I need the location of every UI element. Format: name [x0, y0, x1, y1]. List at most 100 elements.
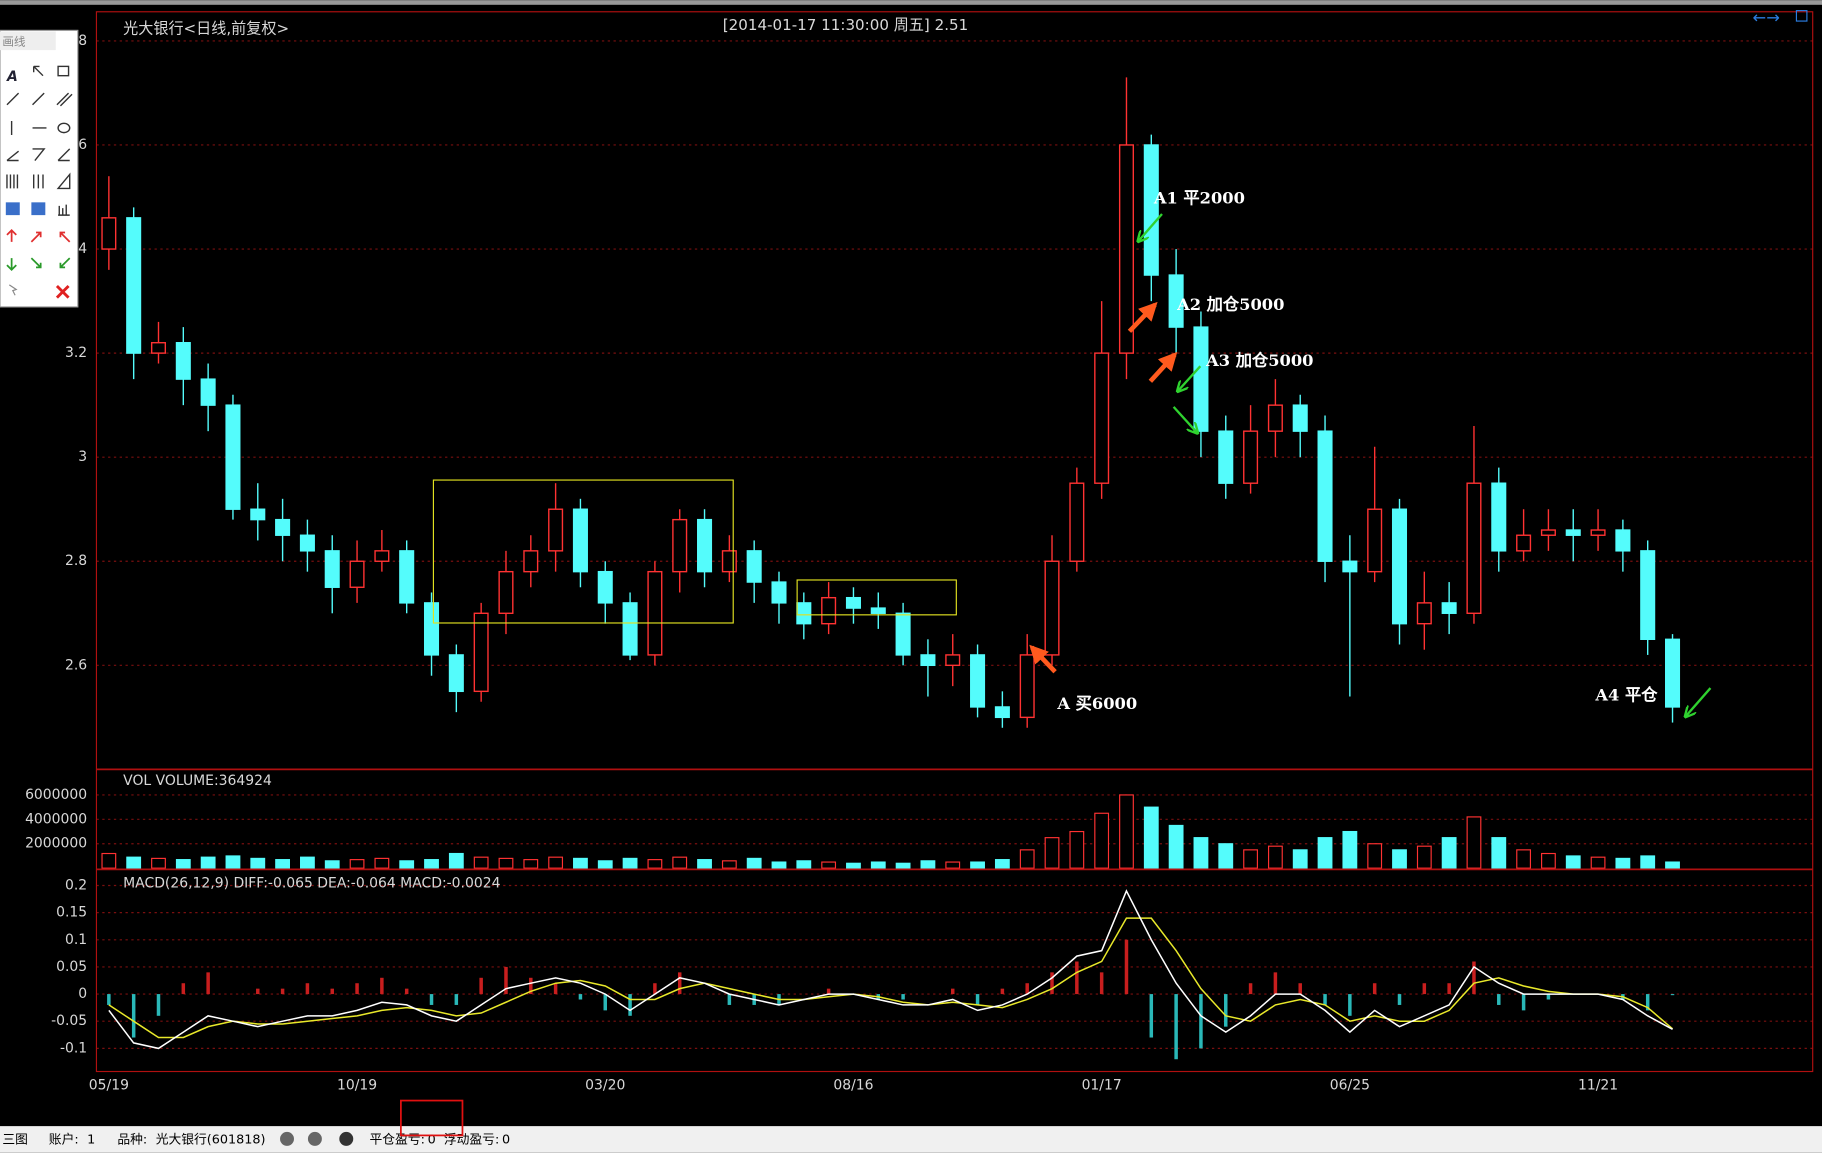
highlight-box — [432, 479, 734, 624]
plot-area: 2.62.833.23.43.63.805/1910/1903/2008/160… — [25, 33, 1813, 1093]
status-text: 账户: — [49, 1132, 79, 1148]
y-tick-label: 2.6 — [65, 657, 87, 673]
toolbar-title: 画线 — [2, 34, 26, 48]
y-tick-label: 3 — [78, 449, 87, 465]
candle-body — [647, 570, 663, 656]
tool-down-arrows[interactable] — [6, 257, 71, 271]
nav-icon[interactable]: ←→ — [1753, 8, 1780, 27]
macd-bar — [404, 988, 409, 995]
x-tick-label: 11/21 — [1578, 1077, 1618, 1093]
y-tick-label: 4000000 — [25, 811, 87, 827]
macd-bar — [1298, 983, 1302, 995]
tool-up-arrows[interactable] — [6, 228, 71, 243]
candle-body — [448, 654, 464, 693]
volume-bar — [1516, 849, 1532, 869]
exit-arrows — [1139, 213, 1712, 716]
annotation: A 买6000 — [1056, 694, 1137, 713]
volume-bar — [1665, 861, 1680, 869]
macd-bar — [1025, 983, 1029, 995]
zoom-in[interactable] — [307, 1131, 322, 1146]
candle-body — [1193, 326, 1209, 432]
macd-bar — [1521, 994, 1526, 1011]
macd-bar — [1323, 994, 1327, 1005]
dea-line — [108, 917, 1674, 1039]
tool-pointer[interactable] — [33, 65, 44, 77]
tool-box[interactable] — [5, 202, 20, 216]
x-tick-label: 10/19 — [337, 1077, 377, 1093]
zoom-out[interactable] — [280, 1131, 294, 1146]
macd-bar — [1248, 983, 1253, 995]
volume-bar — [1317, 837, 1333, 869]
macd-bar — [1497, 994, 1501, 1005]
diff-line — [108, 889, 1673, 1050]
volume-bar — [846, 862, 861, 869]
highlight-box — [400, 1099, 464, 1137]
tool-delete[interactable] — [55, 284, 70, 299]
tool-fib[interactable] — [6, 172, 71, 190]
volume-bar — [151, 857, 166, 869]
candle-body — [126, 217, 142, 354]
status-icon[interactable] — [339, 1131, 354, 1146]
macd-bar — [454, 994, 459, 1005]
volume-bar — [597, 860, 613, 869]
volume-bar — [1069, 830, 1085, 869]
tool-lines[interactable] — [6, 92, 73, 107]
candle-body — [796, 602, 812, 625]
x-tick-label: 01/17 — [1082, 1077, 1122, 1093]
candle-body — [548, 508, 564, 552]
status-bg — [0, 1126, 1822, 1153]
volume-bar — [1541, 852, 1556, 869]
candle-body — [1391, 508, 1408, 625]
candle-body — [771, 581, 787, 604]
y-tick-label: -0.1 — [60, 1040, 87, 1056]
volume-bar — [1292, 849, 1308, 869]
candle-body — [1292, 404, 1308, 432]
volume-bar — [1044, 837, 1060, 869]
tool-select[interactable] — [8, 284, 18, 296]
tool-box[interactable] — [31, 202, 46, 216]
candle-body — [920, 654, 936, 667]
tool-angles[interactable] — [6, 148, 71, 162]
candle-body — [423, 602, 440, 656]
macd-bar — [256, 988, 260, 995]
macd-bar — [1447, 983, 1451, 995]
tool-ellipse[interactable] — [57, 122, 71, 134]
chart-title: 光大银行<日线,前复权> — [123, 20, 289, 38]
toolbar-header — [0, 31, 56, 51]
status-bar: 三图 账户: 1 品种: 光大银行(601818) 平仓盈亏: 0 浮动盈亏: 0 — [0, 1126, 1822, 1153]
restore-icon[interactable] — [1795, 10, 1808, 22]
candle-body — [1640, 550, 1656, 641]
macd-bar — [950, 988, 955, 995]
top-strip — [0, 0, 1822, 5]
candle-body — [672, 518, 688, 573]
tool-bars[interactable] — [58, 204, 70, 216]
candle-body — [1094, 352, 1110, 484]
arrow — [1178, 365, 1202, 390]
macd-bar — [429, 994, 434, 1005]
macd-bar — [727, 994, 732, 1005]
volume-bar — [1119, 794, 1134, 869]
candle-body — [1516, 534, 1532, 552]
candle-body — [1664, 638, 1681, 708]
macd-bar — [107, 994, 111, 1005]
tool-rect[interactable] — [57, 65, 70, 77]
candle-body — [299, 534, 315, 552]
tool-lines[interactable] — [10, 121, 47, 135]
volume-bar — [1094, 812, 1110, 869]
macd-bar — [1348, 994, 1352, 1016]
candle-body — [1416, 602, 1432, 625]
candle-body — [1317, 430, 1333, 562]
x-tick-label: 03/20 — [585, 1077, 625, 1093]
tool-text[interactable]: A — [6, 69, 18, 85]
macd-bar — [156, 994, 161, 1016]
candle-body — [1441, 602, 1457, 614]
macd-bar — [479, 977, 483, 995]
volume-bar — [1640, 855, 1656, 869]
volume-bar — [200, 856, 216, 869]
volume-bar — [349, 859, 365, 869]
volume-bar — [275, 859, 291, 869]
macd-bar — [181, 983, 186, 995]
volume-bar — [1466, 816, 1482, 869]
